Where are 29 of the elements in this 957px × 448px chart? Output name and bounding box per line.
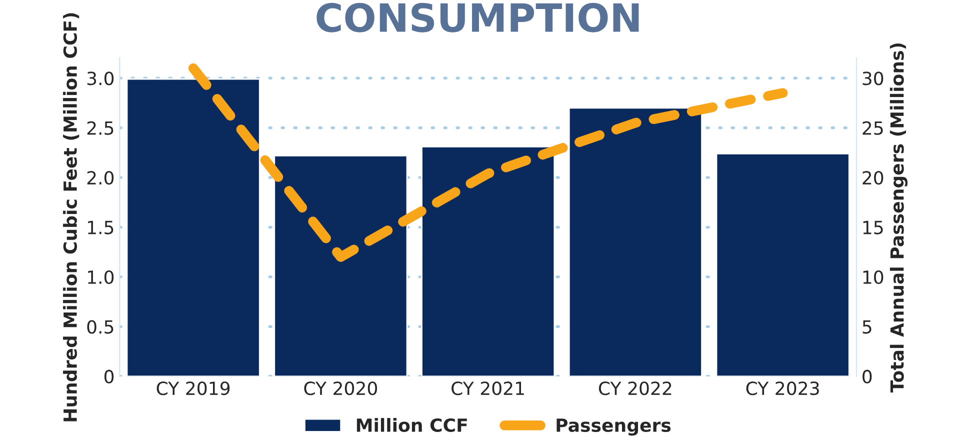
y2-tick-label: 10	[863, 270, 884, 284]
bar	[568, 107, 702, 376]
bar	[274, 154, 408, 376]
y2-tick-label: 0	[862, 370, 872, 384]
x-tick-label: CY 2022	[598, 382, 672, 396]
y2-axis-title: Total Annual Passengers (Millions)	[890, 43, 908, 393]
y-axis-title: Hundred Million Cubic Feet (Million CCF)	[63, 13, 80, 422]
y2-tick-label: 15	[863, 220, 883, 234]
legend-label: Million CCF	[356, 418, 467, 432]
legend-label: Passengers	[556, 418, 671, 436]
y-tick-label: 0.5	[87, 320, 114, 334]
x-tick-label: CY 2020	[304, 382, 377, 396]
y-tick-label: 2.0	[87, 170, 114, 185]
y2-tick-label: 25	[862, 121, 883, 135]
y2-tick-label: 5	[862, 320, 872, 334]
y2-tick-label: 20	[862, 170, 884, 185]
bar	[126, 78, 260, 376]
bar	[716, 152, 850, 376]
x-tick-label: CY 2019	[156, 382, 230, 396]
chart-title: CONSUMPTION	[316, 2, 639, 32]
y-tick-label: 0	[104, 370, 114, 384]
y-tick-label: 2.5	[87, 121, 114, 135]
x-tick-label: CY 2021	[452, 382, 524, 396]
x-tick-label: CY 2023	[746, 382, 819, 396]
y-tick-label: 1.5	[88, 220, 114, 234]
bar	[421, 146, 556, 376]
y2-tick-label: 30	[862, 72, 884, 86]
y-tick-label: 3.0	[87, 72, 114, 86]
y-tick-label: 1.0	[88, 270, 114, 284]
